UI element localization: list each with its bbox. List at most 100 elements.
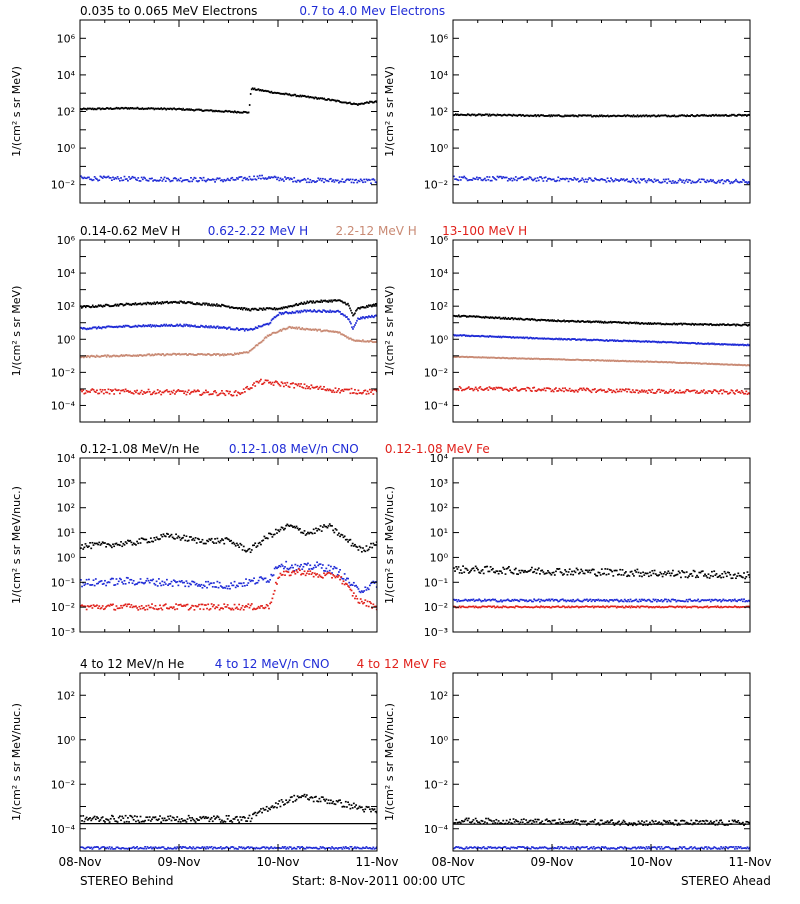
- y-tick-label: 10²: [57, 106, 75, 119]
- plot-area: [453, 565, 752, 608]
- data-point: [177, 585, 179, 587]
- data-point: [253, 176, 255, 178]
- data-point: [267, 380, 269, 382]
- y-tick-label: 10⁻²: [424, 179, 448, 192]
- data-point: [704, 574, 706, 576]
- data-point: [320, 386, 322, 388]
- data-point: [176, 608, 178, 610]
- data-point: [626, 178, 628, 180]
- data-point: [235, 179, 237, 181]
- data-point: [459, 176, 461, 178]
- data-point: [584, 181, 586, 183]
- data-point: [137, 543, 139, 545]
- data-point: [149, 541, 151, 543]
- data-point: [678, 180, 680, 182]
- data-point: [356, 182, 358, 184]
- data-point: [303, 303, 305, 305]
- data-point: [192, 538, 194, 540]
- data-point: [351, 182, 353, 184]
- y-tick-label: 10³: [57, 477, 75, 490]
- data-point: [719, 575, 721, 577]
- y-tick-label: 10⁶: [430, 234, 449, 247]
- data-point: [258, 309, 260, 311]
- data-point: [685, 391, 687, 393]
- data-point: [299, 528, 301, 530]
- data-point: [101, 543, 103, 545]
- data-point: [108, 176, 110, 178]
- data-point: [273, 593, 275, 595]
- y-tick-label: 10⁻²: [51, 601, 75, 614]
- data-point: [274, 534, 276, 536]
- data-point: [309, 570, 311, 572]
- data-point: [275, 176, 277, 178]
- data-point: [297, 565, 299, 567]
- data-point: [348, 586, 350, 588]
- data-point: [508, 390, 510, 392]
- data-point: [348, 305, 350, 307]
- data-point: [199, 585, 201, 587]
- data-point: [632, 573, 634, 575]
- series-0-7-to-4-0-mev-electrons: [80, 175, 379, 184]
- data-point: [163, 178, 165, 180]
- data-point: [741, 390, 743, 392]
- data-point: [572, 574, 574, 576]
- data-point: [548, 599, 550, 601]
- data-point: [500, 599, 502, 601]
- data-point: [166, 579, 168, 581]
- data-point: [306, 181, 308, 183]
- data-point: [320, 178, 322, 180]
- data-point: [686, 571, 688, 573]
- data-point: [507, 180, 509, 182]
- data-point: [522, 570, 524, 572]
- data-point: [199, 608, 201, 610]
- data-point: [640, 572, 642, 574]
- data-point: [667, 392, 669, 394]
- data-point: [370, 603, 372, 605]
- data-point: [712, 391, 714, 393]
- data-point: [231, 177, 233, 179]
- data-point: [159, 538, 161, 540]
- data-point: [103, 583, 105, 585]
- data-point: [564, 569, 566, 571]
- data-point: [569, 388, 571, 390]
- data-point: [274, 568, 276, 570]
- data-point: [669, 572, 671, 574]
- data-point: [308, 181, 310, 183]
- data-point: [596, 575, 598, 577]
- data-point: [158, 392, 160, 394]
- data-point: [118, 389, 120, 391]
- data-point: [200, 178, 202, 180]
- data-point: [257, 607, 259, 609]
- data-point: [476, 388, 478, 390]
- data-point: [354, 312, 356, 314]
- data-point: [141, 177, 143, 179]
- data-point: [475, 566, 477, 568]
- data-point: [458, 599, 460, 601]
- data-point: [223, 603, 225, 605]
- data-point: [255, 179, 257, 181]
- data-point: [292, 567, 294, 569]
- data-point: [290, 574, 292, 576]
- data-point: [265, 577, 267, 579]
- data-point: [635, 599, 637, 601]
- data-point: [339, 536, 341, 538]
- data-point: [489, 571, 491, 573]
- data-point: [466, 178, 468, 180]
- data-point: [155, 539, 157, 541]
- data-point: [237, 585, 239, 587]
- data-point: [328, 564, 330, 566]
- data-point: [190, 584, 192, 586]
- data-point: [664, 181, 666, 183]
- data-point: [360, 547, 362, 549]
- data-point: [105, 585, 107, 587]
- data-point: [577, 569, 579, 571]
- data-point: [487, 389, 489, 391]
- data-point: [161, 609, 163, 611]
- data-point: [643, 390, 645, 392]
- data-point: [458, 566, 460, 568]
- data-point: [157, 585, 159, 587]
- data-point: [165, 583, 167, 585]
- data-point: [460, 179, 462, 181]
- data-point: [670, 389, 672, 391]
- data-point: [215, 305, 217, 307]
